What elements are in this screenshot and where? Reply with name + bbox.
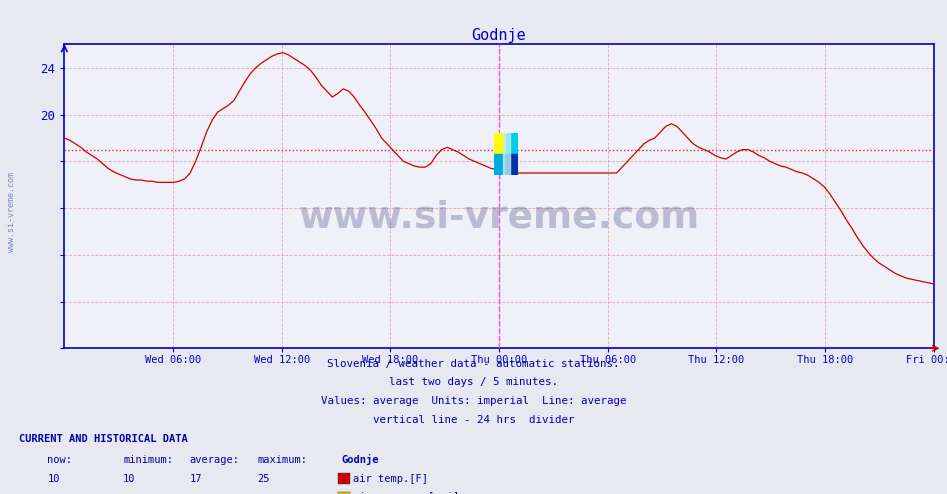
Text: Values: average  Units: imperial  Line: average: Values: average Units: imperial Line: av… bbox=[321, 396, 626, 406]
Text: air temp.[F]: air temp.[F] bbox=[353, 474, 428, 484]
Text: 17: 17 bbox=[189, 474, 202, 484]
Bar bbox=[507, 133, 518, 154]
Text: www.si-vreme.com: www.si-vreme.com bbox=[298, 200, 700, 236]
Text: maximum:: maximum: bbox=[258, 455, 308, 465]
Text: -nan: -nan bbox=[123, 493, 148, 494]
Text: air pressure[psi]: air pressure[psi] bbox=[353, 493, 459, 494]
Text: vertical line - 24 hrs  divider: vertical line - 24 hrs divider bbox=[373, 415, 574, 425]
Text: now:: now: bbox=[47, 455, 72, 465]
Polygon shape bbox=[503, 133, 509, 175]
Title: Godnje: Godnje bbox=[472, 28, 527, 43]
Text: -nan: -nan bbox=[258, 493, 282, 494]
Text: Slovenia / weather data - automatic stations.: Slovenia / weather data - automatic stat… bbox=[328, 359, 619, 369]
Text: 10: 10 bbox=[123, 474, 135, 484]
Text: www.si-vreme.com: www.si-vreme.com bbox=[7, 172, 16, 252]
Text: -nan: -nan bbox=[189, 493, 214, 494]
Text: average:: average: bbox=[189, 455, 240, 465]
Text: -nan: -nan bbox=[47, 493, 72, 494]
Text: 25: 25 bbox=[258, 474, 270, 484]
Bar bbox=[507, 154, 518, 175]
Text: minimum:: minimum: bbox=[123, 455, 173, 465]
Text: Godnje: Godnje bbox=[341, 454, 379, 465]
Text: last two days / 5 minutes.: last two days / 5 minutes. bbox=[389, 377, 558, 387]
Bar bbox=[494, 154, 507, 175]
Text: 10: 10 bbox=[47, 474, 60, 484]
Text: CURRENT AND HISTORICAL DATA: CURRENT AND HISTORICAL DATA bbox=[19, 434, 188, 444]
Bar bbox=[494, 133, 507, 154]
